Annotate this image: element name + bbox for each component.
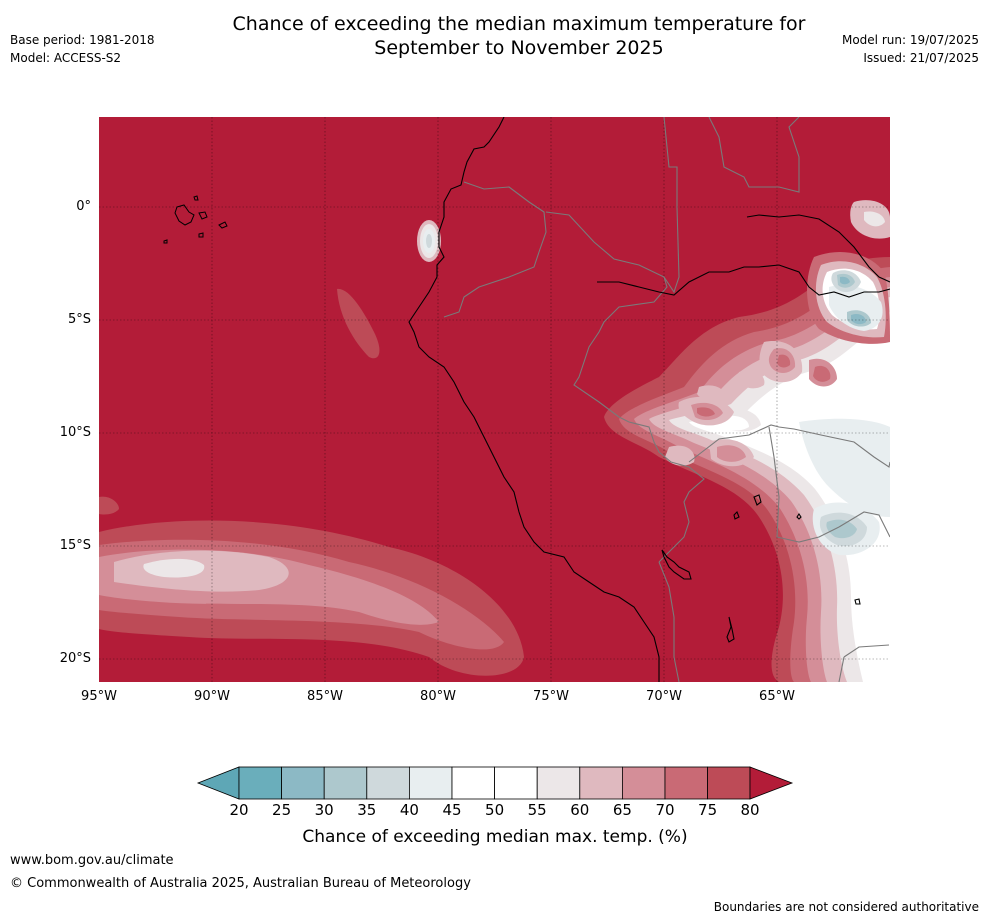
colorbar-tick-55: 55	[527, 801, 547, 819]
coastlines	[408, 117, 890, 682]
colorbar	[196, 766, 794, 800]
lat-tick-0: 0°	[76, 199, 91, 214]
colorbar-tick-80: 80	[740, 801, 760, 819]
colorbar-tick-25: 25	[272, 801, 292, 819]
forecast-map	[99, 117, 890, 682]
lon-tick-85w: 85°W	[307, 689, 343, 704]
footer-url: www.bom.gov.au/climate	[10, 853, 174, 868]
colorbar-tick-50: 50	[485, 801, 505, 819]
colorbar-label: Chance of exceeding median max. temp. (%…	[302, 827, 688, 847]
colorbar-low-arrow	[196, 766, 240, 800]
lat-tick-10s: 10°S	[59, 425, 91, 440]
model-run: Model run: 19/07/2025	[841, 33, 979, 47]
lon-tick-70w: 70°W	[646, 689, 682, 704]
base-period: Base period: 1981-2018	[10, 33, 155, 47]
lon-tick-90w: 90°W	[194, 689, 230, 704]
lon-tick-95w: 95°W	[81, 689, 117, 704]
issued-date: Issued: 21/07/2025	[863, 51, 979, 65]
coastal-cool-spot	[417, 220, 441, 262]
colorbar-tick-20: 20	[229, 801, 249, 819]
lon-tick-80w: 80°W	[420, 689, 456, 704]
map-gridlines	[99, 117, 890, 682]
pacific-probability-band	[99, 288, 524, 676]
colorbar-tick-75: 75	[698, 801, 718, 819]
footer-copyright: © Commonwealth of Australia 2025, Austra…	[10, 876, 471, 891]
colorbar-tick-65: 65	[612, 801, 632, 819]
country-borders	[443, 117, 890, 682]
colorbar-tick-70: 70	[655, 801, 675, 819]
colorbar-tick-35: 35	[357, 801, 377, 819]
title-line-2: September to November 2025	[374, 37, 664, 59]
lat-tick-20s: 20°S	[59, 651, 91, 666]
model-name: Model: ACCESS-S2	[10, 51, 122, 65]
colorbar-high-arrow	[749, 766, 794, 800]
northeast-cool-cell	[807, 200, 890, 344]
galapagos-islands	[163, 195, 228, 244]
interior-warm-cells	[665, 341, 837, 467]
lon-tick-65w: 65°W	[759, 689, 795, 704]
page-title: Chance of exceeding the median maximum t…	[150, 12, 888, 60]
colorbar-tick-45: 45	[442, 801, 462, 819]
lat-tick-5s: 5°S	[67, 312, 91, 327]
title-line-1: Chance of exceeding the median maximum t…	[232, 13, 806, 35]
lon-tick-75w: 75°W	[533, 689, 569, 704]
lat-tick-15s: 15°S	[59, 538, 91, 553]
colorbar-tick-40: 40	[399, 801, 419, 819]
colorbar-tick-60: 60	[570, 801, 590, 819]
colorbar-tick-30: 30	[314, 801, 334, 819]
footer-disclaimer: Boundaries are not considered authoritat…	[713, 900, 979, 914]
